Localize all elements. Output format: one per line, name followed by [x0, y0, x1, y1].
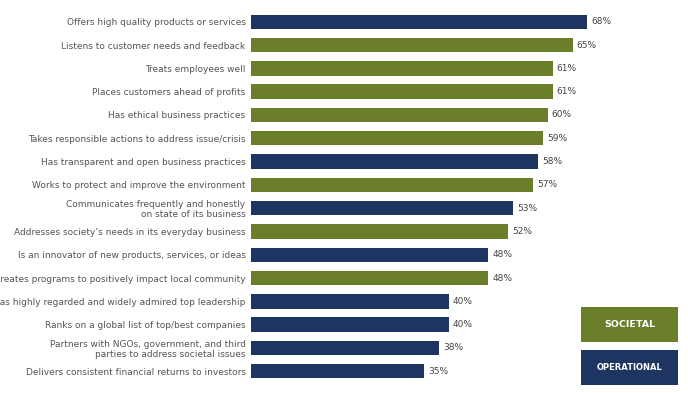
Text: 48%: 48%: [493, 250, 513, 259]
Bar: [251, 178, 533, 192]
Bar: [251, 201, 513, 215]
Bar: [251, 248, 488, 262]
Text: 65%: 65%: [577, 40, 596, 50]
Text: 48%: 48%: [493, 274, 513, 283]
Bar: [251, 131, 543, 145]
Bar: [251, 224, 508, 239]
Bar: [251, 364, 424, 378]
Text: 60%: 60%: [552, 110, 572, 119]
Text: 40%: 40%: [453, 320, 473, 329]
Bar: [251, 318, 449, 332]
Bar: [251, 108, 548, 122]
Text: 57%: 57%: [537, 180, 557, 189]
Bar: [251, 84, 552, 99]
Text: 35%: 35%: [428, 367, 449, 376]
Text: 58%: 58%: [542, 157, 562, 166]
Text: 52%: 52%: [512, 227, 533, 236]
Text: 61%: 61%: [557, 87, 577, 96]
Bar: [251, 154, 538, 169]
Text: 61%: 61%: [557, 64, 577, 73]
Bar: [251, 15, 588, 29]
Bar: [251, 271, 488, 285]
Text: 40%: 40%: [453, 297, 473, 306]
Bar: [251, 38, 572, 52]
Text: 38%: 38%: [443, 343, 463, 353]
Text: OPERATIONAL: OPERATIONAL: [596, 363, 663, 372]
Bar: [251, 61, 552, 75]
Text: SOCIETAL: SOCIETAL: [604, 320, 655, 329]
Text: 68%: 68%: [592, 17, 612, 26]
Text: 59%: 59%: [547, 134, 567, 143]
Text: 53%: 53%: [517, 204, 537, 213]
Bar: [251, 294, 449, 309]
Bar: [251, 341, 439, 355]
